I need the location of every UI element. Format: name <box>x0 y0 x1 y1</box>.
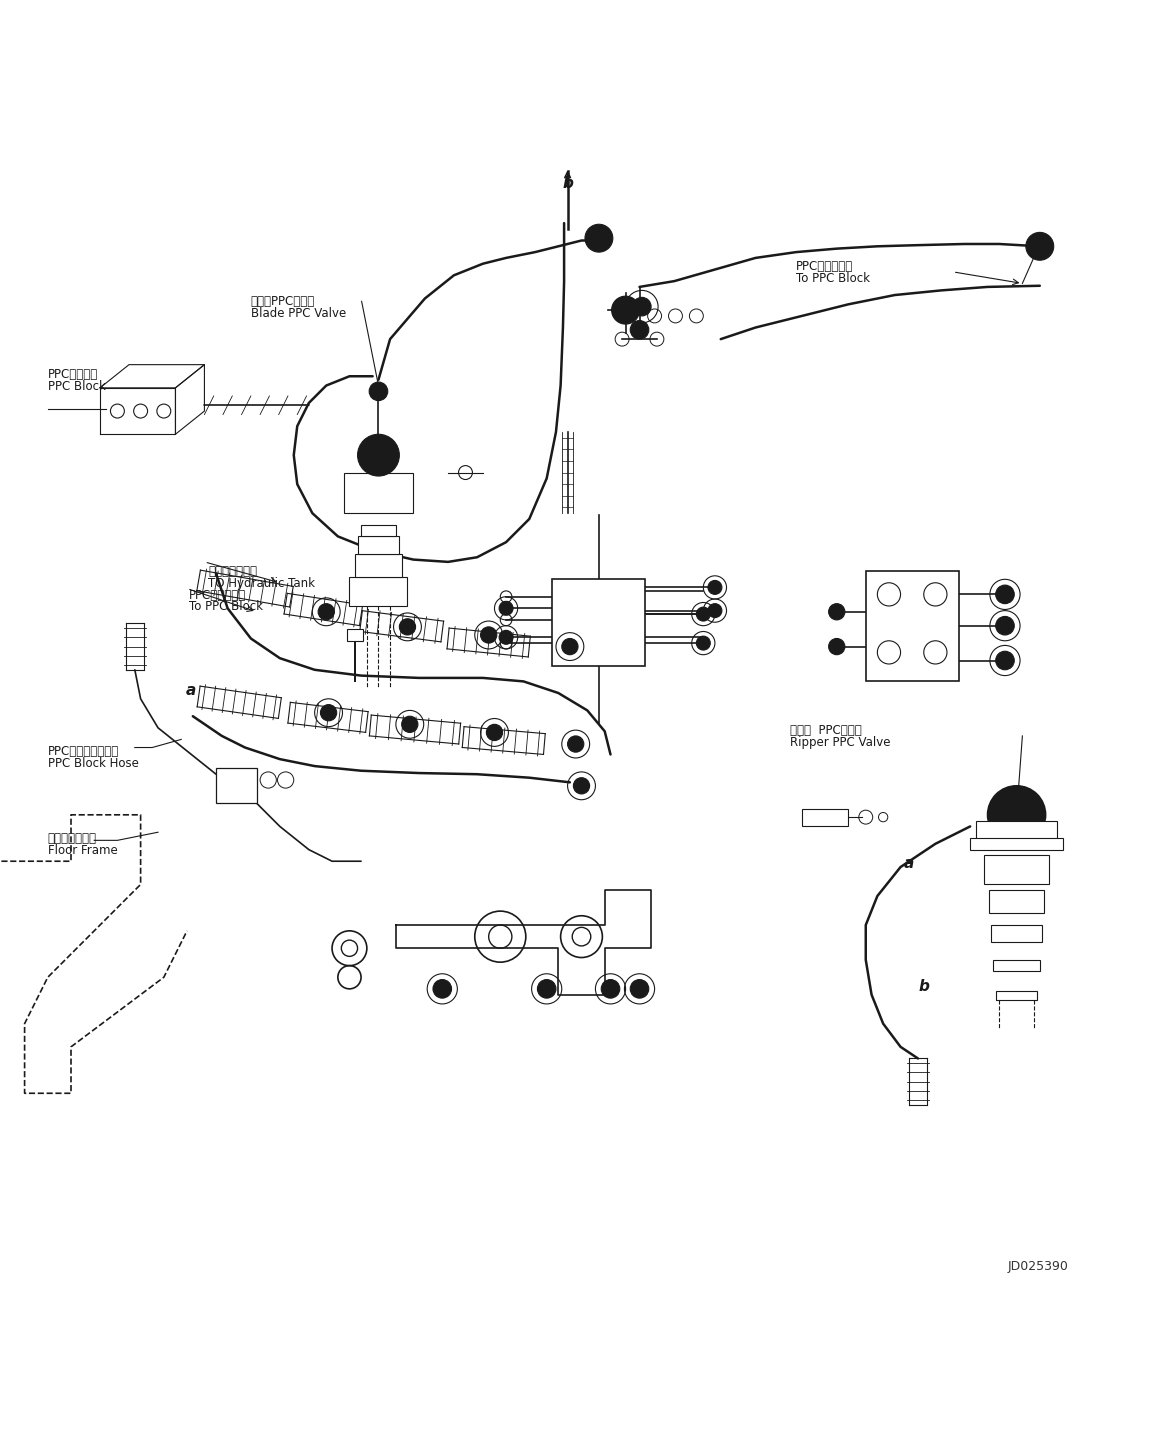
Bar <box>989 891 1044 914</box>
Text: 作動油タンクへ: 作動油タンクへ <box>208 566 257 579</box>
Circle shape <box>401 716 418 732</box>
Bar <box>802 809 848 826</box>
Circle shape <box>568 736 584 752</box>
Circle shape <box>486 725 502 741</box>
Circle shape <box>1026 232 1054 260</box>
Bar <box>361 524 395 536</box>
Circle shape <box>697 606 711 621</box>
Circle shape <box>592 231 606 245</box>
Bar <box>984 855 1049 884</box>
Circle shape <box>630 979 649 998</box>
Text: a: a <box>185 683 195 697</box>
Circle shape <box>499 601 513 615</box>
Text: フロアフレーム: フロアフレーム <box>48 832 97 845</box>
Text: To PPC Block: To PPC Block <box>190 601 263 614</box>
Circle shape <box>633 297 651 316</box>
Text: PPC Block: PPC Block <box>48 380 106 393</box>
Circle shape <box>828 604 844 619</box>
Circle shape <box>319 604 335 619</box>
Circle shape <box>996 585 1014 604</box>
Circle shape <box>433 979 451 998</box>
Circle shape <box>573 778 590 794</box>
Circle shape <box>537 979 556 998</box>
Circle shape <box>480 627 497 643</box>
Circle shape <box>630 321 649 339</box>
Circle shape <box>585 224 613 253</box>
Bar <box>347 630 363 641</box>
Circle shape <box>987 786 1046 843</box>
Bar <box>349 578 407 606</box>
Circle shape <box>708 604 722 618</box>
Text: PPCブロック: PPCブロック <box>48 368 98 381</box>
Text: Floor Frame: Floor Frame <box>48 843 117 856</box>
Text: PPCブロックへ: PPCブロックへ <box>797 260 854 273</box>
Text: To PPC Block: To PPC Block <box>797 271 870 284</box>
Circle shape <box>499 631 513 644</box>
Bar <box>993 960 1040 972</box>
Circle shape <box>562 638 578 654</box>
Text: PPCブロックへ: PPCブロックへ <box>190 589 247 602</box>
Text: JD025390: JD025390 <box>1008 1261 1069 1274</box>
Circle shape <box>1000 799 1033 832</box>
Circle shape <box>357 435 399 477</box>
Bar <box>976 820 1057 843</box>
Text: TO Hydraulic Tank: TO Hydraulic Tank <box>208 578 315 591</box>
Circle shape <box>996 651 1014 670</box>
Circle shape <box>369 383 387 400</box>
Bar <box>991 926 1042 943</box>
Circle shape <box>708 580 722 595</box>
Text: b: b <box>562 176 573 191</box>
Bar <box>865 572 958 682</box>
Circle shape <box>612 296 640 323</box>
Text: PPCブロックホース: PPCブロックホース <box>48 745 119 758</box>
Bar <box>552 579 645 666</box>
Bar <box>357 536 399 553</box>
Text: Ripper PPC Valve: Ripper PPC Valve <box>791 736 891 749</box>
Circle shape <box>697 637 711 650</box>
Circle shape <box>399 618 415 635</box>
Circle shape <box>366 443 390 466</box>
Bar <box>970 838 1063 849</box>
Bar <box>343 472 413 513</box>
Circle shape <box>996 617 1014 635</box>
Polygon shape <box>395 891 651 995</box>
Circle shape <box>1033 240 1047 253</box>
Circle shape <box>321 705 337 721</box>
Bar <box>996 991 1037 1001</box>
Text: Blade PPC Valve: Blade PPC Valve <box>251 306 347 319</box>
Bar <box>355 553 401 578</box>
Text: b: b <box>919 979 929 993</box>
Text: a: a <box>904 856 914 871</box>
Bar <box>216 768 257 803</box>
Circle shape <box>828 638 844 654</box>
Circle shape <box>601 979 620 998</box>
Text: PPC Block Hose: PPC Block Hose <box>48 757 138 770</box>
Text: リッパ  PPCバルブ: リッパ PPCバルブ <box>791 725 862 738</box>
Text: ブレーPPCバルブ: ブレーPPCバルブ <box>251 295 315 308</box>
